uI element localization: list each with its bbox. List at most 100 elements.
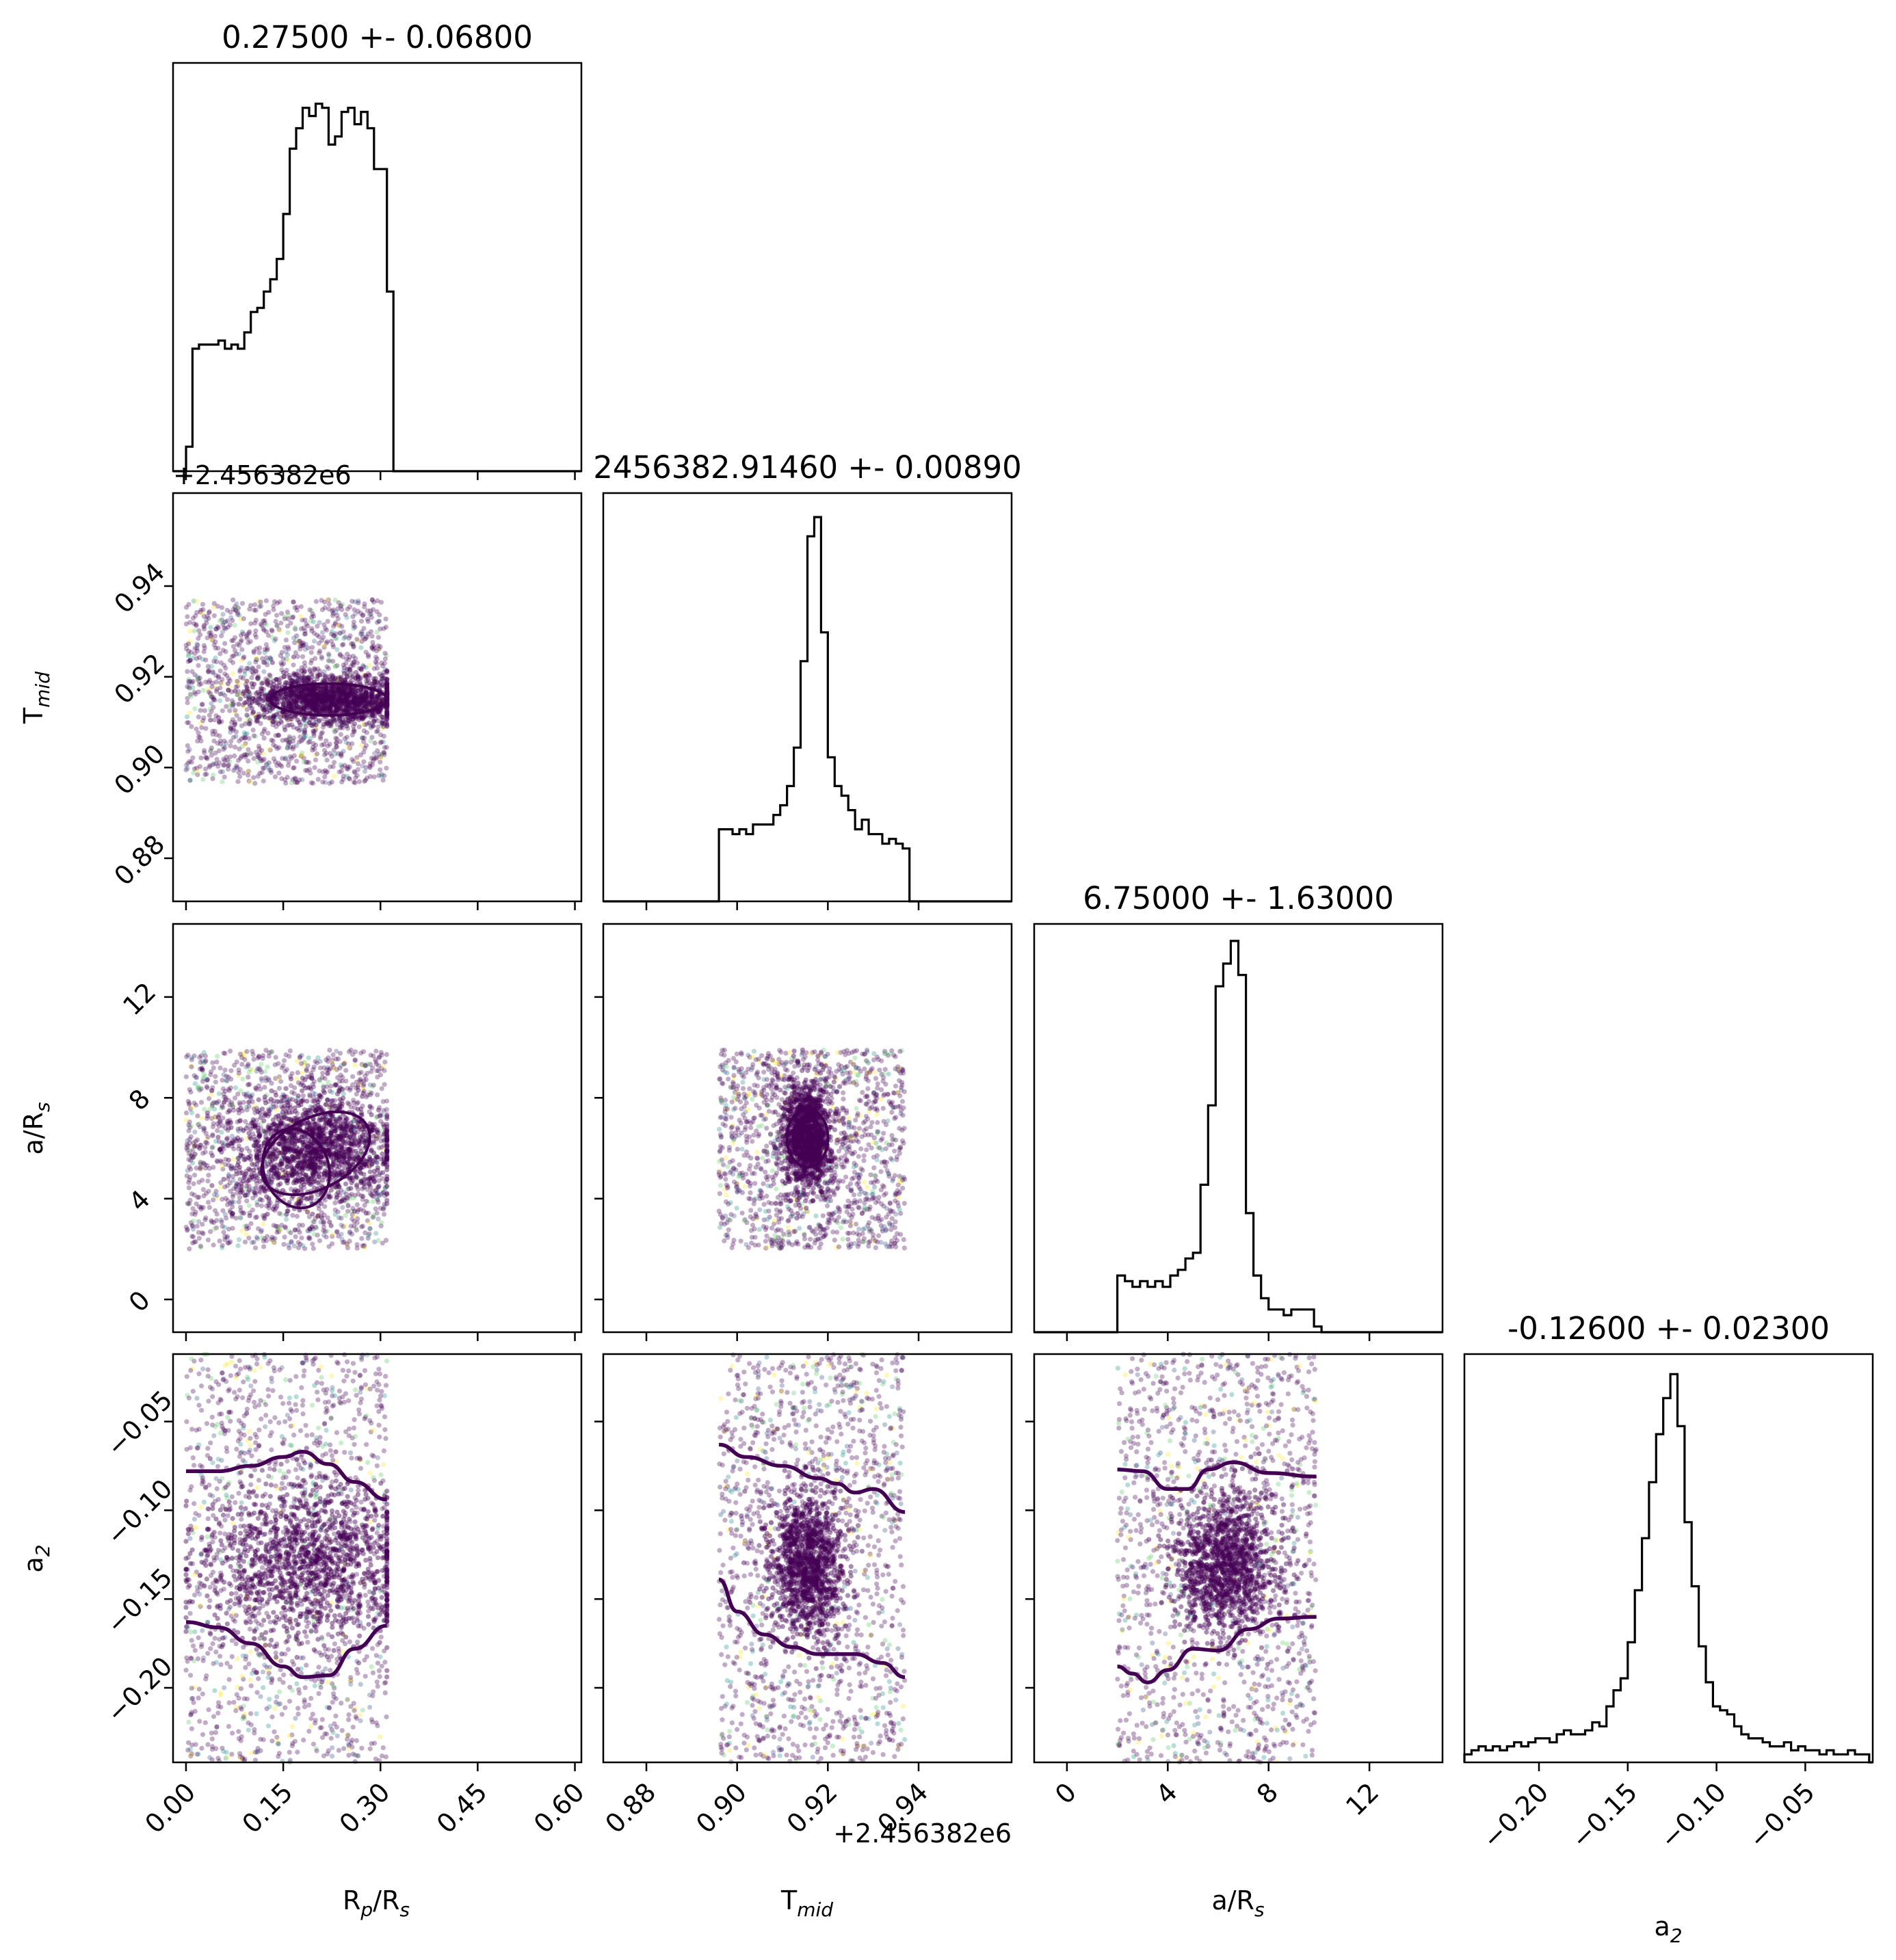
scatter-point xyxy=(311,693,317,699)
scatter-point xyxy=(217,618,223,624)
scatter-point xyxy=(205,1237,211,1243)
scatter-point xyxy=(248,639,253,644)
scatter-point xyxy=(346,635,352,641)
scatter-point xyxy=(238,1215,243,1220)
scatter-point xyxy=(261,1052,266,1059)
scatter-point xyxy=(285,624,291,629)
scatter-point xyxy=(253,635,259,640)
scatter-point xyxy=(222,1225,228,1230)
scatter-point xyxy=(305,645,311,651)
scatter-point xyxy=(371,676,377,682)
scatter-point xyxy=(235,1243,241,1249)
scatter-point xyxy=(239,637,244,643)
scatter-point xyxy=(285,680,291,685)
scatter-point xyxy=(289,698,294,703)
scatter-point xyxy=(226,1087,231,1092)
scatter-point xyxy=(213,639,218,645)
scatter-point xyxy=(295,694,301,700)
scatter-point xyxy=(348,1186,354,1191)
scatter-point xyxy=(239,1228,245,1234)
scatter-point xyxy=(195,739,200,744)
scatter-point xyxy=(377,671,382,676)
scatter-point xyxy=(191,598,196,604)
scatter-point xyxy=(222,758,228,764)
scatter-point xyxy=(219,1219,224,1225)
scatter-point xyxy=(311,638,317,644)
scatter-point xyxy=(339,701,344,706)
scatter-point xyxy=(235,611,241,618)
scatter-point xyxy=(185,669,190,674)
scatter-point xyxy=(233,734,239,739)
scatter-point xyxy=(382,1068,387,1073)
scatter-point xyxy=(210,1060,215,1065)
scatter-point xyxy=(235,779,241,784)
scatter-point xyxy=(226,1171,231,1177)
scatter-point xyxy=(359,1236,365,1241)
scatter-point xyxy=(373,1048,379,1054)
scatter-point xyxy=(260,758,265,763)
scatter-point xyxy=(344,656,350,662)
scatter-point xyxy=(198,1059,203,1065)
scatter-point xyxy=(311,619,316,624)
scatter-point xyxy=(270,738,276,743)
scatter-point xyxy=(297,638,303,644)
scatter-point xyxy=(195,674,200,680)
scatter-point xyxy=(339,754,344,759)
scatter-point xyxy=(272,713,278,718)
scatter-point xyxy=(379,1052,384,1058)
scatter-point xyxy=(357,676,363,681)
scatter-point xyxy=(288,745,293,750)
scatter-point xyxy=(247,607,252,612)
scatter-point xyxy=(263,1100,268,1106)
scatter-point xyxy=(348,1047,354,1052)
scatter-point xyxy=(318,736,324,741)
scatter-point xyxy=(377,612,382,618)
scatter-point xyxy=(276,770,282,776)
scatter-point xyxy=(308,650,314,655)
scatter-point xyxy=(241,1100,246,1105)
scatter-point xyxy=(280,656,286,661)
scatter-point xyxy=(314,724,319,730)
scatter-point xyxy=(237,773,243,780)
scatter-point xyxy=(256,714,262,719)
scatter-point xyxy=(352,1208,358,1214)
scatter-point xyxy=(198,708,203,713)
scatter-point xyxy=(267,1109,272,1114)
scatter-point xyxy=(267,767,272,773)
scatter-point xyxy=(277,711,282,716)
scatter-point xyxy=(313,752,318,758)
scatter-point xyxy=(256,743,261,749)
scatter-point xyxy=(256,755,261,760)
scatter-point xyxy=(236,702,241,707)
scatter-point xyxy=(325,619,330,624)
scatter-point xyxy=(368,629,374,635)
scatter-point xyxy=(211,1242,216,1248)
scatter-point xyxy=(374,629,380,635)
scatter-point xyxy=(306,1235,311,1241)
scatter-point xyxy=(367,612,373,618)
scatter-point xyxy=(350,1074,356,1079)
scatter-point xyxy=(324,664,330,670)
scatter-point xyxy=(295,668,301,674)
scatter-point xyxy=(253,750,259,755)
scatter-point xyxy=(246,1166,252,1171)
scatter-point xyxy=(352,702,357,708)
scatter-point xyxy=(344,766,350,771)
scatter-point xyxy=(362,769,368,774)
scatter-point xyxy=(187,658,193,663)
scatter-point xyxy=(384,1052,389,1057)
scatter-point xyxy=(315,666,321,672)
scatter-point xyxy=(192,1152,198,1157)
scatter-point xyxy=(365,1070,370,1076)
scatter-point xyxy=(268,1050,274,1055)
scatter-point xyxy=(316,641,321,646)
scatter-point xyxy=(228,739,234,744)
scatter-point xyxy=(205,687,211,692)
scatter-point xyxy=(250,671,256,676)
scatter-point xyxy=(260,680,265,686)
scatter-point xyxy=(314,1060,319,1065)
scatter-point xyxy=(376,635,382,640)
scatter-point xyxy=(183,642,189,648)
scatter-point xyxy=(298,753,303,759)
scatter-point xyxy=(343,1068,349,1073)
